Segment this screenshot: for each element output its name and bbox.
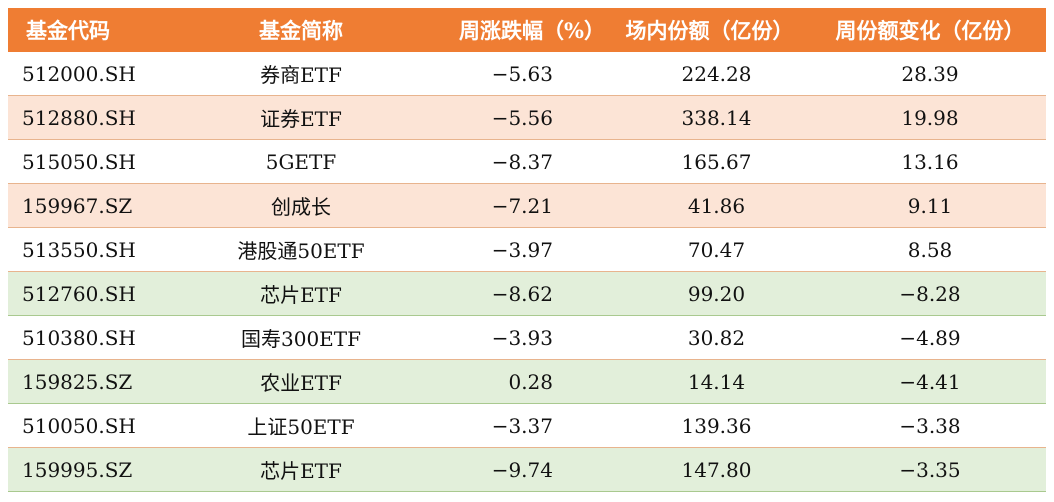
table-row: 512880.SH 证券ETF −5.56 338.14 19.98	[8, 96, 1046, 140]
cell-exchange-shares: 30.82	[687, 325, 746, 350]
cell-weekly-change: −3.97	[491, 237, 553, 262]
cell-weekly-share-change: 8.58	[907, 237, 953, 262]
cell-weekly-change: −8.62	[491, 281, 553, 306]
cell-fund-code: 159825.SZ	[22, 369, 133, 394]
cell-weekly-share-change: 13.16	[901, 149, 959, 174]
table-row: 159967.SZ 创成长 −7.21 41.86 9.11	[8, 184, 1046, 228]
cell-fund-name: 创成长	[271, 195, 331, 219]
cell-fund-name: 农业ETF	[260, 371, 342, 395]
cell-weekly-change: −3.93	[491, 325, 553, 350]
cell-exchange-shares: 224.28	[681, 61, 752, 86]
cell-weekly-share-change: −3.38	[899, 413, 961, 438]
header-weekly-share-change: 周份额变化（亿份）	[835, 18, 1025, 43]
cell-exchange-shares: 41.86	[687, 193, 746, 218]
header-exchange-shares: 场内份额（亿份）	[625, 18, 794, 43]
cell-weekly-share-change: −8.28	[899, 281, 961, 306]
cell-weekly-share-change: −4.89	[899, 325, 961, 350]
table-header-row: 基金代码 基金简称 周涨跌幅（%） 场内份额（亿份） 周份额变化（亿份）	[8, 8, 1046, 52]
cell-fund-name: 上证50ETF	[247, 415, 355, 439]
cell-weekly-change: −3.37	[491, 413, 553, 438]
table-row: 515050.SH 5GETF −8.37 165.67 13.16	[8, 140, 1046, 184]
etf-table: 基金代码 基金简称 周涨跌幅（%） 场内份额（亿份） 周份额变化（亿份） 512…	[8, 8, 1046, 492]
cell-weekly-share-change: 28.39	[901, 61, 959, 86]
table-row: 513550.SH 港股通50ETF −3.97 70.47 8.58	[8, 228, 1046, 272]
cell-exchange-shares: 14.14	[687, 369, 746, 394]
cell-fund-name: 证券ETF	[260, 107, 342, 131]
cell-exchange-shares: 147.80	[681, 457, 752, 482]
cell-fund-name: 5GETF	[265, 149, 337, 174]
cell-fund-code: 510050.SH	[22, 413, 136, 438]
header-fund-code: 基金代码	[26, 18, 110, 43]
cell-fund-code: 512000.SH	[22, 61, 136, 86]
cell-weekly-change: 0.28	[508, 369, 553, 394]
cell-fund-code: 159967.SZ	[22, 193, 133, 218]
cell-weekly-change: −5.56	[491, 105, 553, 130]
cell-weekly-change: −8.37	[491, 149, 553, 174]
cell-weekly-change: −9.74	[491, 457, 553, 482]
cell-weekly-share-change: −4.41	[899, 369, 961, 394]
table-row: 159995.SZ 芯片ETF −9.74 147.80 −3.35	[8, 448, 1046, 492]
cell-weekly-change: −5.63	[491, 61, 553, 86]
cell-fund-code: 513550.SH	[22, 237, 136, 262]
cell-fund-name: 芯片ETF	[260, 283, 342, 307]
cell-weekly-change: −7.21	[491, 193, 553, 218]
table-row: 512000.SH 券商ETF −5.63 224.28 28.39	[8, 52, 1046, 96]
cell-fund-code: 512880.SH	[22, 105, 136, 130]
table-row: 159825.SZ 农业ETF 0.28 14.14 −4.41	[8, 360, 1046, 404]
table-row: 510380.SH 国寿300ETF −3.93 30.82 −4.89	[8, 316, 1046, 360]
table-row: 512760.SH 芯片ETF −8.62 99.20 −8.28	[8, 272, 1046, 316]
cell-exchange-shares: 70.47	[687, 237, 746, 262]
cell-fund-name: 券商ETF	[260, 63, 342, 87]
cell-exchange-shares: 139.36	[681, 413, 752, 438]
header-fund-name: 基金简称	[259, 18, 343, 43]
cell-weekly-share-change: −3.35	[899, 457, 961, 482]
cell-exchange-shares: 165.67	[681, 149, 752, 174]
table-row: 510050.SH 上证50ETF −3.37 139.36 −3.38	[8, 404, 1046, 448]
cell-weekly-share-change: 19.98	[901, 105, 959, 130]
cell-fund-code: 159995.SZ	[22, 457, 133, 482]
cell-weekly-share-change: 9.11	[907, 193, 953, 218]
header-weekly-change: 周涨跌幅（%）	[459, 18, 605, 43]
cell-exchange-shares: 338.14	[681, 105, 752, 130]
cell-fund-name: 芯片ETF	[260, 459, 342, 483]
cell-fund-code: 515050.SH	[22, 149, 136, 174]
cell-fund-code: 512760.SH	[22, 281, 136, 306]
cell-fund-name: 港股通50ETF	[237, 239, 365, 263]
cell-fund-name: 国寿300ETF	[241, 327, 361, 351]
cell-fund-code: 510380.SH	[22, 325, 136, 350]
cell-exchange-shares: 99.20	[687, 281, 746, 306]
